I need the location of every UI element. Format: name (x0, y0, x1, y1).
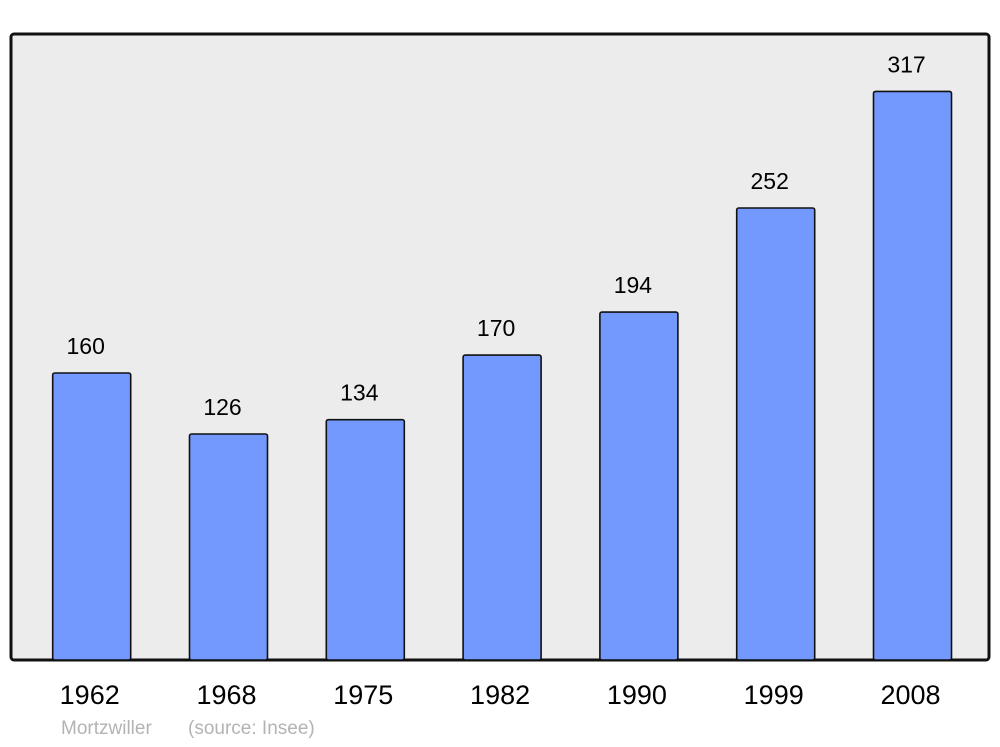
x-tick-label-1999: 1999 (744, 680, 804, 710)
data-label-1962: 160 (67, 333, 105, 359)
data-label-1982: 170 (477, 315, 515, 341)
data-label-1990: 194 (614, 272, 653, 298)
bar-1990 (599, 311, 679, 661)
bar-1975 (325, 418, 406, 661)
bar-1999 (735, 207, 816, 661)
bar-2008 (872, 90, 953, 661)
x-tick-label-1968: 1968 (196, 680, 256, 710)
data-label-1975: 134 (340, 380, 379, 406)
footer-source: (source: Insee) (188, 718, 315, 739)
x-tick-label-2008: 2008 (880, 680, 940, 710)
bar-1982 (462, 354, 542, 661)
footer-place: Mortzwiller (61, 718, 152, 739)
data-label-2008: 317 (887, 51, 925, 77)
bar-1962 (51, 372, 132, 661)
x-tick-label-1990: 1990 (607, 680, 667, 710)
data-label-1968: 126 (203, 394, 241, 420)
x-tick-label-1982: 1982 (470, 680, 530, 710)
data-label-1999: 252 (751, 168, 789, 194)
bar-1968 (188, 433, 269, 661)
x-tick-label-1962: 1962 (60, 680, 120, 710)
x-tick-label-1975: 1975 (333, 680, 393, 710)
